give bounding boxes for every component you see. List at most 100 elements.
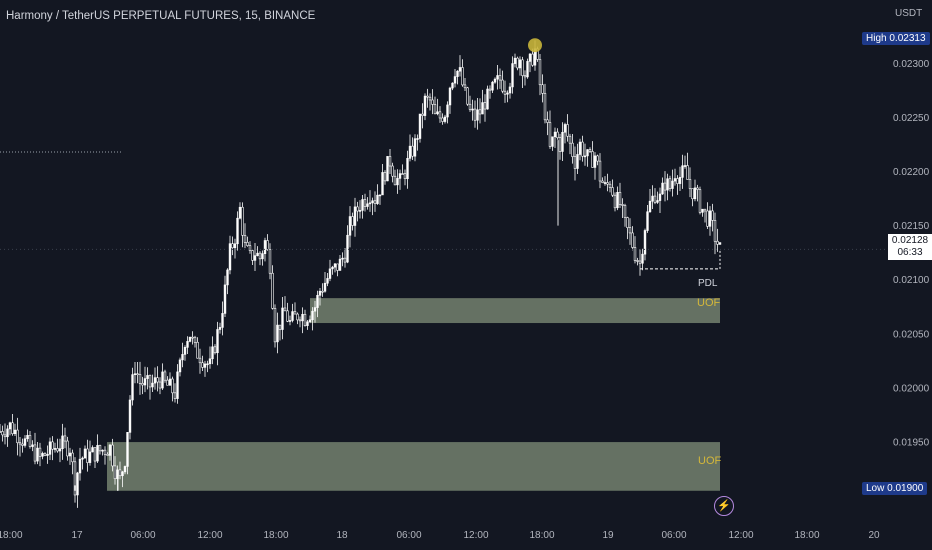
candle-body — [108, 444, 112, 456]
candle-body — [653, 195, 657, 203]
candle-body — [606, 182, 609, 185]
candle-body — [461, 67, 464, 86]
x-tick-label: 06:00 — [130, 530, 155, 541]
candle-body — [556, 131, 559, 138]
candle-body — [441, 117, 444, 122]
candle-body — [553, 131, 557, 138]
candle-body — [416, 138, 419, 140]
candle-body — [313, 307, 317, 312]
candle-body — [593, 155, 597, 168]
candle-body — [8, 422, 12, 430]
candle-body — [561, 131, 564, 152]
chart-title: Harmony / TetherUS PERPETUAL FUTURES, 15… — [6, 10, 316, 22]
candle-body — [121, 471, 124, 477]
candle-body — [161, 371, 164, 389]
x-tick-label: 18:00 — [0, 530, 23, 541]
candle-body — [178, 359, 182, 373]
candle-body — [373, 200, 377, 204]
candle-body — [326, 278, 329, 284]
uof-zone-1[interactable] — [107, 442, 720, 491]
candle-body — [626, 217, 629, 228]
candle-body — [181, 354, 184, 361]
candle-body — [198, 357, 202, 364]
candle-body — [676, 178, 679, 184]
candle-body — [611, 187, 614, 196]
candle-body — [48, 441, 52, 455]
candle-body — [18, 442, 22, 445]
candle-body — [623, 204, 627, 218]
candle-body — [386, 156, 389, 182]
y-tick-label: 0.02250 — [893, 113, 930, 124]
candle-body — [223, 284, 227, 314]
candle-body — [13, 429, 17, 435]
x-tick-label: 12:00 — [197, 530, 222, 541]
candle-body — [88, 451, 92, 463]
candle-body — [388, 156, 392, 167]
y-tick-label: 0.02150 — [893, 221, 930, 232]
candle-body — [431, 99, 434, 105]
candle-body — [436, 111, 439, 115]
uof-zone-0[interactable] — [310, 298, 720, 324]
candle-body — [231, 243, 234, 249]
candle-body — [666, 178, 669, 191]
candle-body — [211, 346, 214, 360]
y-tick-label: 0.01950 — [893, 438, 930, 449]
candle-body — [418, 113, 422, 139]
candle-body — [208, 358, 212, 365]
candle-body — [16, 429, 19, 444]
candle-body — [648, 200, 652, 213]
candle-body — [171, 378, 174, 394]
candle-body — [526, 61, 529, 78]
y-tick-label: 0.02050 — [893, 329, 930, 340]
candle-body — [468, 103, 472, 110]
candle-body — [686, 165, 689, 180]
candle-body — [228, 243, 232, 271]
high-marker[interactable] — [528, 38, 542, 53]
candle-body — [148, 375, 152, 388]
candle-body — [308, 319, 312, 323]
candle-body — [216, 329, 219, 354]
zone-upper-label: UOF — [697, 297, 721, 309]
candle-body — [331, 266, 334, 270]
candle-body — [691, 188, 694, 200]
candle-body — [56, 448, 59, 452]
candle-body — [153, 377, 157, 384]
candle-body — [578, 141, 582, 155]
candle-body — [408, 145, 412, 159]
candle-body — [338, 258, 342, 271]
candle-body — [173, 392, 177, 399]
candle-body — [141, 383, 144, 386]
candle-body — [421, 113, 424, 116]
candle-body — [343, 257, 347, 263]
candle-body — [258, 252, 262, 260]
lightning-icon[interactable]: ⚡ — [714, 496, 734, 516]
candle-body — [663, 182, 667, 191]
x-tick-label: 18:00 — [529, 530, 554, 541]
candle-body — [156, 377, 159, 383]
candle-body — [213, 346, 217, 354]
candle-body — [206, 363, 209, 366]
candle-body — [233, 243, 237, 249]
candle-body — [71, 452, 74, 463]
candle-body — [311, 310, 314, 321]
candle-body — [698, 189, 702, 213]
candle-body — [371, 200, 374, 204]
last-price-badge: 0.02128 06:33 — [888, 234, 932, 260]
candle-body — [428, 96, 432, 101]
candle-body — [401, 173, 404, 175]
candle-body — [716, 240, 719, 245]
candle-body — [26, 435, 29, 440]
candle-body — [426, 95, 429, 98]
x-tick-label: 06:00 — [396, 530, 421, 541]
x-tick-label: 17 — [71, 530, 83, 541]
candle-body — [253, 255, 257, 261]
candle-body — [201, 362, 204, 368]
candle-body — [306, 321, 309, 326]
currency-label[interactable]: USDT — [895, 8, 923, 19]
candle-body — [168, 378, 172, 386]
candle-body — [538, 59, 542, 86]
candle-body — [501, 79, 504, 92]
x-tick-label: 18:00 — [794, 530, 819, 541]
candle-body — [448, 87, 452, 106]
